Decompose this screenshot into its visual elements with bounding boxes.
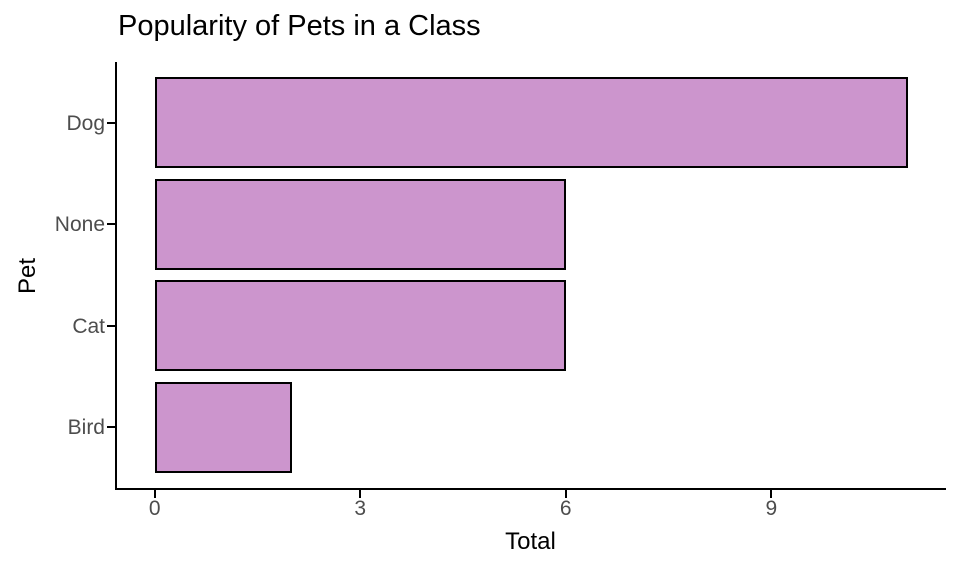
y-axis-title: Pet bbox=[14, 257, 41, 295]
x-tick-label: 6 bbox=[559, 497, 572, 520]
y-tick-label: Dog bbox=[66, 111, 105, 135]
bar-none bbox=[154, 178, 566, 270]
y-tick-mark bbox=[107, 121, 115, 124]
plot-panel bbox=[115, 62, 946, 490]
x-axis-title: Total bbox=[505, 528, 556, 555]
y-tick-label: Cat bbox=[72, 314, 105, 338]
x-tick-label: 3 bbox=[354, 497, 367, 520]
y-tick-mark bbox=[107, 324, 115, 327]
x-tick-label: 0 bbox=[148, 497, 161, 520]
x-tick-label: 9 bbox=[765, 497, 778, 520]
bar-cat bbox=[154, 280, 566, 372]
x-tick-mark bbox=[359, 490, 362, 498]
bar-dog bbox=[154, 77, 909, 169]
y-tick-mark bbox=[107, 223, 115, 226]
x-tick-mark bbox=[770, 490, 773, 498]
y-tick-label: Bird bbox=[67, 416, 105, 440]
x-tick-mark bbox=[564, 490, 567, 498]
y-tick-label: None bbox=[54, 213, 105, 237]
chart-title: Popularity of Pets in a Class bbox=[118, 10, 481, 42]
y-tick-mark bbox=[107, 426, 115, 429]
bar-bird bbox=[154, 381, 292, 473]
x-tick-mark bbox=[153, 490, 156, 498]
